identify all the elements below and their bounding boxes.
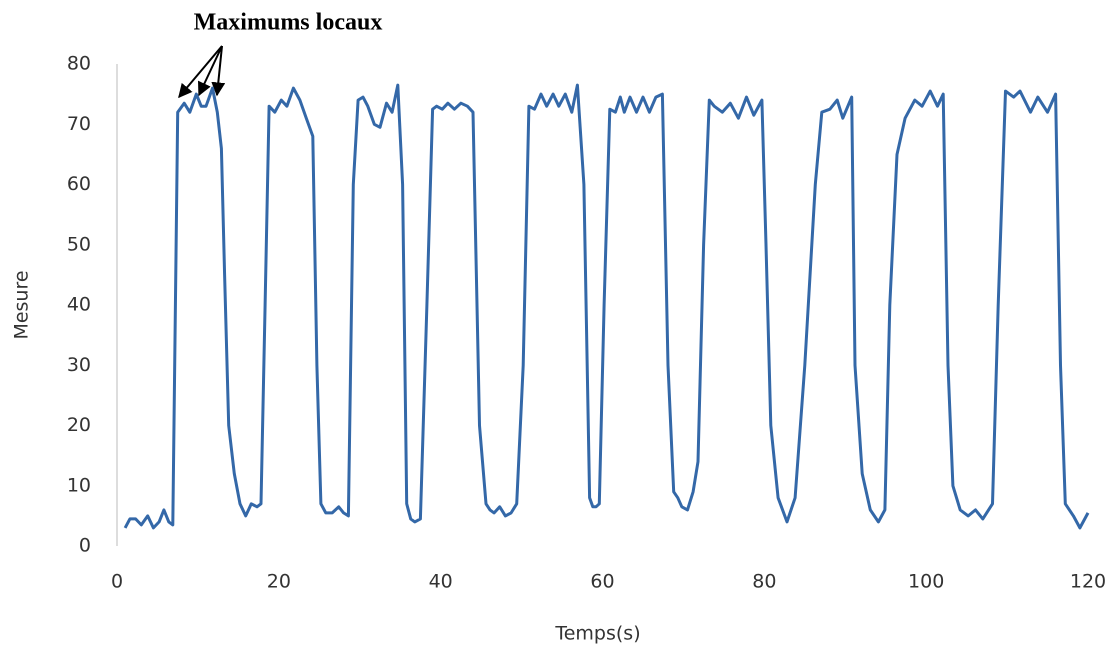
x-tick-label: 60 <box>590 571 614 593</box>
y-tick-label: 0 <box>79 535 91 557</box>
y-axis-label: Mesure <box>11 270 33 339</box>
y-tick-label: 30 <box>67 354 91 376</box>
x-tick-label: 120 <box>1070 571 1106 593</box>
x-tick-label: 20 <box>267 571 291 593</box>
annotation-arrows <box>178 45 226 99</box>
x-tick-label: 40 <box>429 571 453 593</box>
y-tick-label: 40 <box>67 294 91 316</box>
x-axis-label: Temps(s) <box>554 623 640 645</box>
y-tick-label: 20 <box>67 414 91 436</box>
y-tick-label: 10 <box>67 474 91 496</box>
y-tick-label: 50 <box>67 233 91 255</box>
y-tick-label: 70 <box>67 113 91 135</box>
y-tick-label: 80 <box>67 53 91 75</box>
annotation: Maximums locaux <box>194 10 383 36</box>
x-tick-label: 80 <box>752 571 776 593</box>
x-tick-label: 100 <box>908 571 944 593</box>
data-line <box>123 83 1090 530</box>
y-tick-label: 60 <box>67 173 91 195</box>
x-tick-label: 0 <box>111 571 123 593</box>
